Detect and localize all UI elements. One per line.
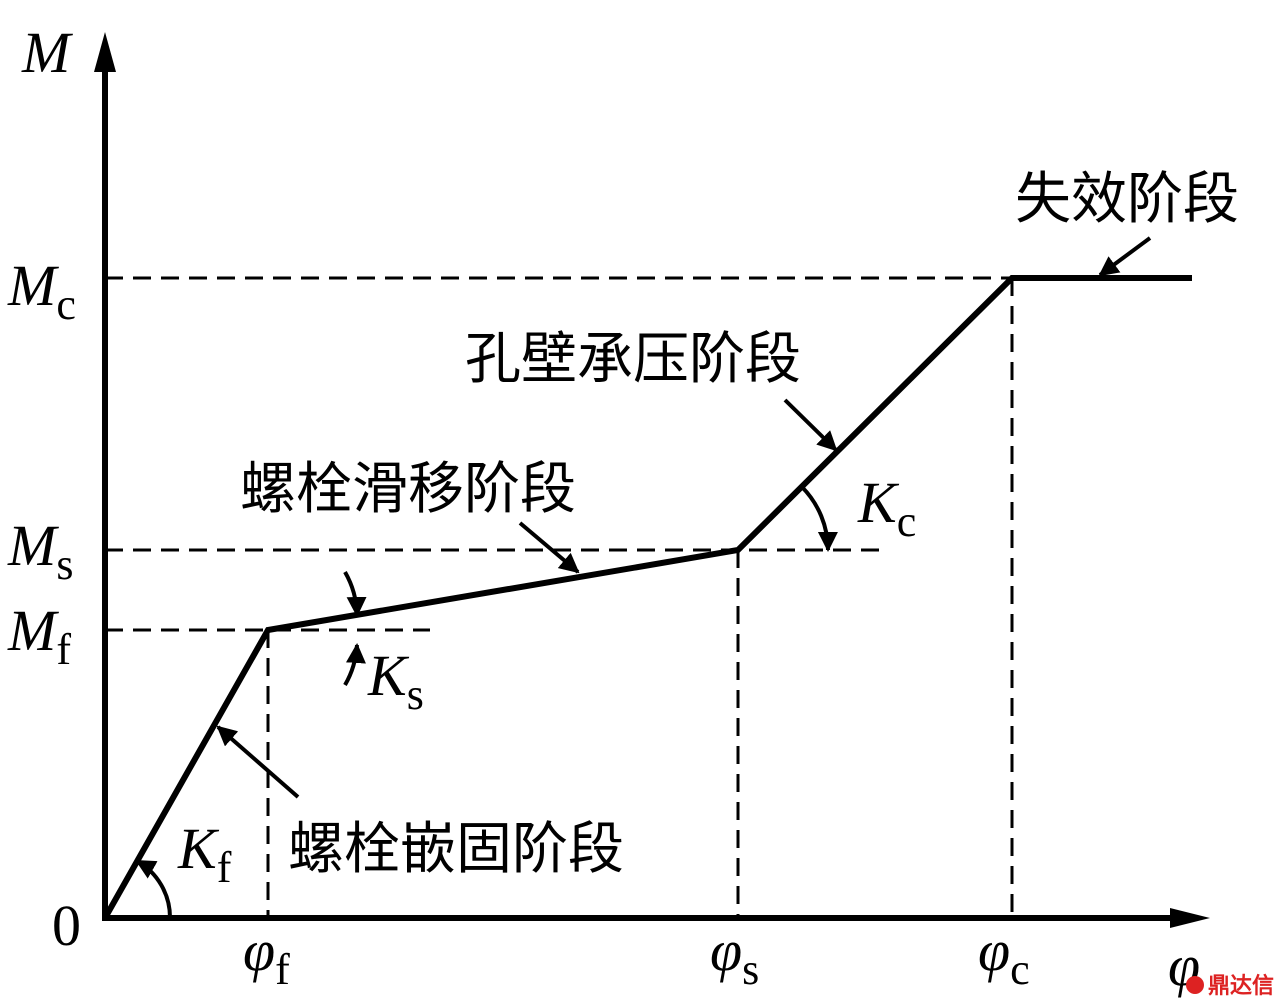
stage-label: 孔壁承压阶段	[465, 327, 801, 392]
stage-pointers	[216, 236, 1152, 799]
y-mark: Mf	[7, 598, 71, 674]
stage-label: 失效阶段	[1015, 167, 1239, 232]
x-mark: φf	[243, 918, 290, 994]
stiffness-label: Kf	[177, 816, 232, 892]
moment-rotation-curve	[102, 275, 1192, 920]
stiffness-label: Kc	[857, 470, 916, 546]
stiffness-label: Ks	[367, 643, 424, 719]
guides	[105, 276, 1014, 918]
stage-label: 螺栓嵌固阶段	[288, 817, 624, 882]
x-arrow	[1170, 908, 1210, 928]
x-mark: φc	[978, 918, 1030, 994]
y-arrow	[94, 32, 116, 72]
y-mark: Ms	[7, 513, 73, 589]
origin-label: 0	[52, 893, 81, 958]
watermark-icon	[1186, 976, 1204, 994]
stage-label: 螺栓滑移阶段	[240, 457, 576, 522]
watermark: 鼎达信	[1208, 973, 1274, 999]
angle-arcs	[135, 485, 838, 919]
y-mark: Mc	[7, 253, 76, 329]
y-axis-label: M	[21, 20, 73, 85]
x-mark: φs	[710, 918, 759, 994]
